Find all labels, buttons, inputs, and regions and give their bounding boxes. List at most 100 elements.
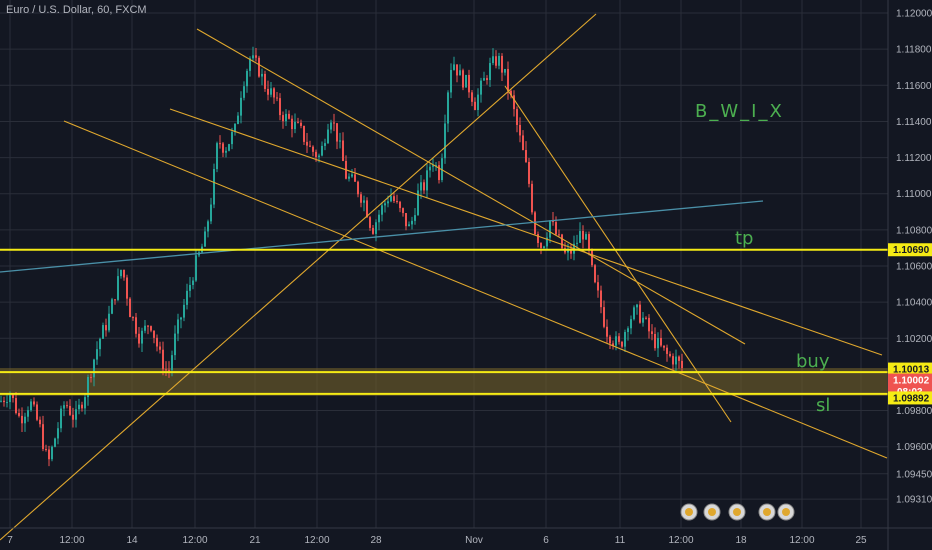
candle-body xyxy=(429,166,431,171)
candle-body xyxy=(318,155,320,158)
candle-body xyxy=(474,101,476,111)
candle-body xyxy=(636,304,638,308)
y-tick-label: 1.11000 xyxy=(896,189,932,200)
candle-body xyxy=(408,224,410,227)
candle-body xyxy=(525,150,527,162)
candle-body xyxy=(489,63,491,81)
candle-body xyxy=(555,222,557,235)
candle-body xyxy=(516,109,518,125)
candle-body xyxy=(105,325,107,331)
candle-body xyxy=(48,449,50,460)
event-flag-icon xyxy=(782,508,790,516)
candle-body xyxy=(582,231,584,240)
candle-body xyxy=(327,129,329,144)
trend-drawings xyxy=(0,13,888,541)
candle-body xyxy=(651,331,653,334)
candle-body xyxy=(477,94,479,111)
candle-body xyxy=(3,400,5,403)
candle-body xyxy=(603,307,605,327)
candle-body xyxy=(531,183,533,213)
price-tag-label: 1.09892 xyxy=(893,393,930,404)
price-tag-label: 1.10002 xyxy=(893,376,930,387)
candle-body xyxy=(624,332,626,347)
candle-body xyxy=(549,220,551,238)
candle-body xyxy=(441,158,443,181)
candle-body xyxy=(330,122,332,130)
candle-body xyxy=(453,64,455,70)
candle-body xyxy=(492,56,494,64)
candle-body xyxy=(39,419,41,425)
candle-body xyxy=(351,174,353,177)
candle-body xyxy=(405,213,407,227)
candle-body xyxy=(663,345,665,348)
y-tick-label: 1.10400 xyxy=(896,298,932,309)
candle-body xyxy=(360,194,362,203)
candle-body xyxy=(162,349,164,370)
candle-body xyxy=(498,55,500,66)
x-tick-label: 14 xyxy=(126,535,138,546)
trend-line xyxy=(63,120,888,459)
candle-body xyxy=(228,144,230,151)
candle-body xyxy=(294,121,296,130)
candle-body xyxy=(540,243,542,248)
candle-body xyxy=(336,123,338,142)
x-tick-label: Nov xyxy=(465,535,483,546)
y-tick-label: 1.09800 xyxy=(896,406,932,417)
time-axis[interactable]: 7 12:00 14 12:00 21 12:00 28 Nov 6 11 12:00 18 12:00… xyxy=(0,527,932,546)
candle-body xyxy=(114,299,116,301)
candle-body xyxy=(606,326,608,337)
sl-label: sl xyxy=(816,395,830,416)
candle-body xyxy=(576,242,578,244)
price-tag-bg xyxy=(888,362,932,376)
candle-body xyxy=(141,330,143,344)
candle-body xyxy=(444,123,446,159)
candle-body xyxy=(585,234,587,240)
candle-body xyxy=(645,317,647,319)
candle-body xyxy=(513,95,515,110)
candle-body xyxy=(60,408,62,429)
candle-body xyxy=(33,401,35,405)
x-tick-label: 12:00 xyxy=(59,535,84,546)
candle-body xyxy=(372,227,374,234)
x-tick-label: 12:00 xyxy=(304,535,329,546)
candle-body xyxy=(63,405,65,409)
candle-body xyxy=(348,176,350,179)
candle-body xyxy=(90,377,92,379)
event-flag-icon xyxy=(685,508,693,516)
event-icons[interactable] xyxy=(680,503,795,521)
price-axis[interactable]: 1.12000 1.11800 1.11600 1.11400 1.11200 1.110… xyxy=(887,0,932,550)
brand-label: B_W_I_X xyxy=(695,101,784,122)
candle-body xyxy=(390,196,392,202)
candle-body xyxy=(282,115,284,122)
candle-body xyxy=(126,277,128,299)
candle-body xyxy=(72,414,74,420)
candle-body xyxy=(186,290,188,305)
y-tick-label: 1.11200 xyxy=(896,153,932,164)
candle-body xyxy=(111,299,113,314)
candle-body xyxy=(462,70,464,88)
candle-body xyxy=(495,56,497,66)
candle-body xyxy=(561,234,563,249)
candle-body xyxy=(621,341,623,347)
candle-body xyxy=(108,313,110,331)
y-tick-label: 1.11800 xyxy=(896,45,932,56)
candle-body xyxy=(183,304,185,318)
candle-body xyxy=(366,200,368,218)
candle-body xyxy=(342,140,344,161)
candle-body xyxy=(180,317,182,320)
price-tag-bg xyxy=(888,243,932,257)
candle-body xyxy=(570,250,572,254)
candle-body xyxy=(654,333,656,349)
candle-body xyxy=(36,404,38,420)
candle-body xyxy=(486,78,488,81)
candle-body xyxy=(543,246,545,248)
candle-body xyxy=(297,121,299,123)
candle-body xyxy=(168,369,170,371)
candle-body xyxy=(273,88,275,98)
candle-body xyxy=(456,64,458,76)
y-tick-label: 1.09600 xyxy=(896,442,932,453)
candle-body xyxy=(291,118,293,130)
candle-body xyxy=(546,237,548,247)
